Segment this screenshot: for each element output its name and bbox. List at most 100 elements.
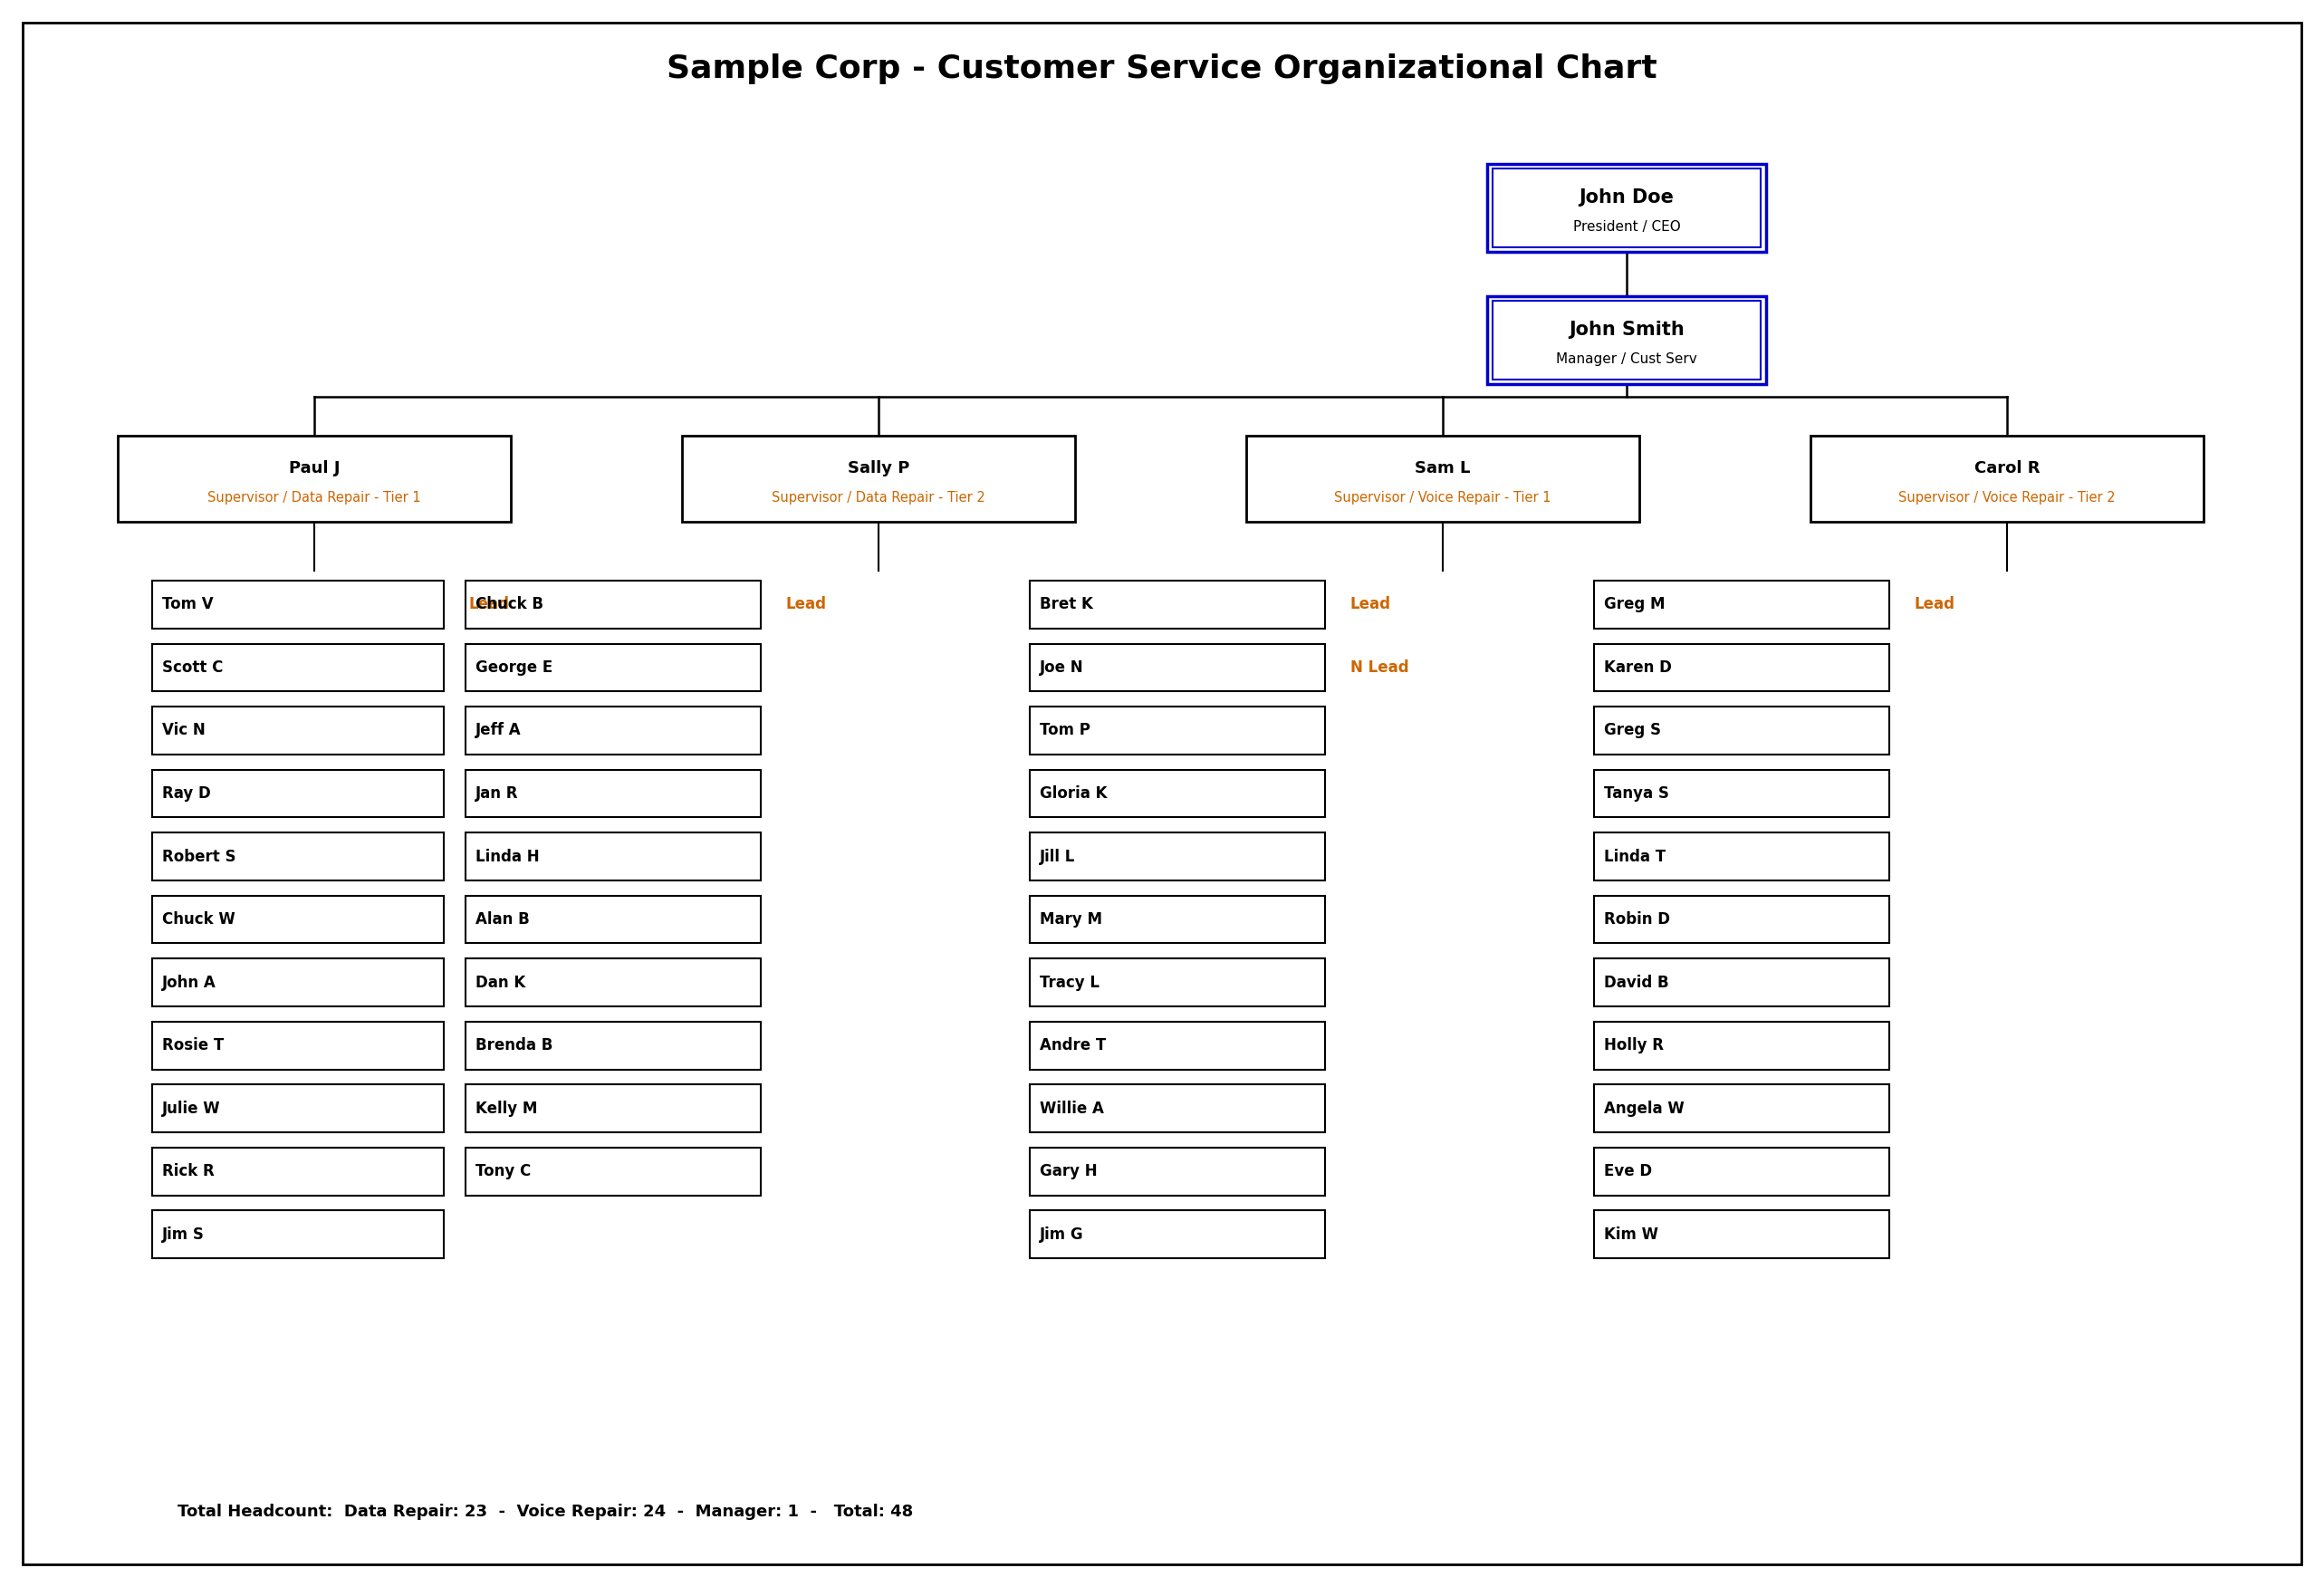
Bar <box>151 959 444 1006</box>
Text: Sample Corp - Customer Service Organizational Chart: Sample Corp - Customer Service Organizat… <box>667 54 1657 84</box>
Text: President / CEO: President / CEO <box>1573 221 1680 233</box>
Bar <box>1030 895 1325 943</box>
Text: Brenda B: Brenda B <box>476 1038 553 1054</box>
Bar <box>1594 770 1889 817</box>
Text: Joe N: Joe N <box>1039 659 1083 676</box>
Bar <box>1594 895 1889 943</box>
Bar <box>151 895 444 943</box>
Bar <box>151 1147 444 1195</box>
Text: Gary H: Gary H <box>1039 1163 1097 1179</box>
Text: Jan R: Jan R <box>476 786 518 801</box>
Bar <box>1810 436 2203 522</box>
Text: Carol R: Carol R <box>1973 460 2040 476</box>
Text: Jim S: Jim S <box>163 1227 205 1243</box>
Text: N Lead: N Lead <box>1350 659 1408 676</box>
Bar <box>1594 959 1889 1006</box>
Text: Karen D: Karen D <box>1604 659 1671 676</box>
Text: Chuck B: Chuck B <box>476 597 544 613</box>
Bar <box>465 895 760 943</box>
Bar <box>1030 959 1325 1006</box>
Bar <box>1246 436 1638 522</box>
Text: Supervisor / Voice Repair - Tier 1: Supervisor / Voice Repair - Tier 1 <box>1334 490 1552 505</box>
Text: Lead: Lead <box>469 597 509 613</box>
Text: Jill L: Jill L <box>1039 849 1076 865</box>
Text: Kelly M: Kelly M <box>476 1100 537 1117</box>
Bar <box>1487 163 1766 252</box>
Bar <box>1594 1022 1889 1070</box>
Text: Gloria K: Gloria K <box>1039 786 1106 801</box>
Bar <box>465 1022 760 1070</box>
Text: Andre T: Andre T <box>1039 1038 1106 1054</box>
Bar <box>151 706 444 754</box>
Text: Paul J: Paul J <box>288 460 339 476</box>
Text: Kim W: Kim W <box>1604 1227 1659 1243</box>
Text: Tom V: Tom V <box>163 597 214 613</box>
Text: Tony C: Tony C <box>476 1163 530 1179</box>
Text: Sally P: Sally P <box>848 460 909 476</box>
Text: Mary M: Mary M <box>1039 911 1102 928</box>
Text: Bret K: Bret K <box>1039 597 1092 613</box>
Text: Ray D: Ray D <box>163 786 211 801</box>
Bar <box>683 436 1076 522</box>
Bar <box>1594 833 1889 881</box>
Bar <box>1487 297 1766 384</box>
Bar <box>465 770 760 817</box>
Text: David B: David B <box>1604 974 1669 990</box>
Text: Vic N: Vic N <box>163 722 205 738</box>
Bar <box>465 833 760 881</box>
Bar <box>151 1084 444 1132</box>
Text: Supervisor / Voice Repair - Tier 2: Supervisor / Voice Repair - Tier 2 <box>1899 490 2115 505</box>
Bar <box>1030 1147 1325 1195</box>
Bar <box>1594 1147 1889 1195</box>
Text: Angela W: Angela W <box>1604 1100 1685 1117</box>
Bar <box>1030 706 1325 754</box>
Text: Lead: Lead <box>1915 597 1954 613</box>
Text: Rosie T: Rosie T <box>163 1038 223 1054</box>
Bar <box>465 1147 760 1195</box>
Bar <box>1030 770 1325 817</box>
Bar <box>151 581 444 628</box>
Bar <box>1030 1211 1325 1258</box>
Text: Dan K: Dan K <box>476 974 525 990</box>
Text: Tanya S: Tanya S <box>1604 786 1669 801</box>
Bar <box>465 706 760 754</box>
Text: John A: John A <box>163 974 216 990</box>
Text: Sam L: Sam L <box>1415 460 1471 476</box>
Bar <box>1594 581 1889 628</box>
Text: Lead: Lead <box>1350 597 1392 613</box>
Bar <box>1492 302 1762 379</box>
Bar <box>1492 168 1762 248</box>
Text: Julie W: Julie W <box>163 1100 221 1117</box>
Bar <box>151 833 444 881</box>
Text: Lead: Lead <box>786 597 827 613</box>
Text: Eve D: Eve D <box>1604 1163 1652 1179</box>
Bar <box>151 1022 444 1070</box>
Bar <box>1594 1084 1889 1132</box>
Bar <box>1594 1211 1889 1258</box>
Text: John Doe: John Doe <box>1580 189 1673 206</box>
Text: Total Headcount:  Data Repair: 23  -  Voice Repair: 24  -  Manager: 1  -   Total: Total Headcount: Data Repair: 23 - Voice… <box>177 1503 913 1520</box>
Text: Holly R: Holly R <box>1604 1038 1664 1054</box>
Bar <box>1594 644 1889 692</box>
Text: Alan B: Alan B <box>476 911 530 928</box>
Bar <box>151 770 444 817</box>
Bar <box>151 644 444 692</box>
Text: Willie A: Willie A <box>1039 1100 1104 1117</box>
Bar <box>465 1084 760 1132</box>
Bar <box>1030 581 1325 628</box>
Bar <box>465 959 760 1006</box>
Text: Greg S: Greg S <box>1604 722 1662 738</box>
Text: Tracy L: Tracy L <box>1039 974 1099 990</box>
Bar <box>1030 833 1325 881</box>
Bar <box>465 644 760 692</box>
Bar <box>1030 644 1325 692</box>
Text: Linda H: Linda H <box>476 849 539 865</box>
Bar <box>1030 1084 1325 1132</box>
Text: Linda T: Linda T <box>1604 849 1666 865</box>
Bar <box>1594 706 1889 754</box>
Text: Manager / Cust Serv: Manager / Cust Serv <box>1557 352 1697 367</box>
Bar <box>465 581 760 628</box>
Text: Supervisor / Data Repair - Tier 2: Supervisor / Data Repair - Tier 2 <box>772 490 985 505</box>
Text: Tom P: Tom P <box>1039 722 1090 738</box>
Text: Supervisor / Data Repair - Tier 1: Supervisor / Data Repair - Tier 1 <box>207 490 421 505</box>
